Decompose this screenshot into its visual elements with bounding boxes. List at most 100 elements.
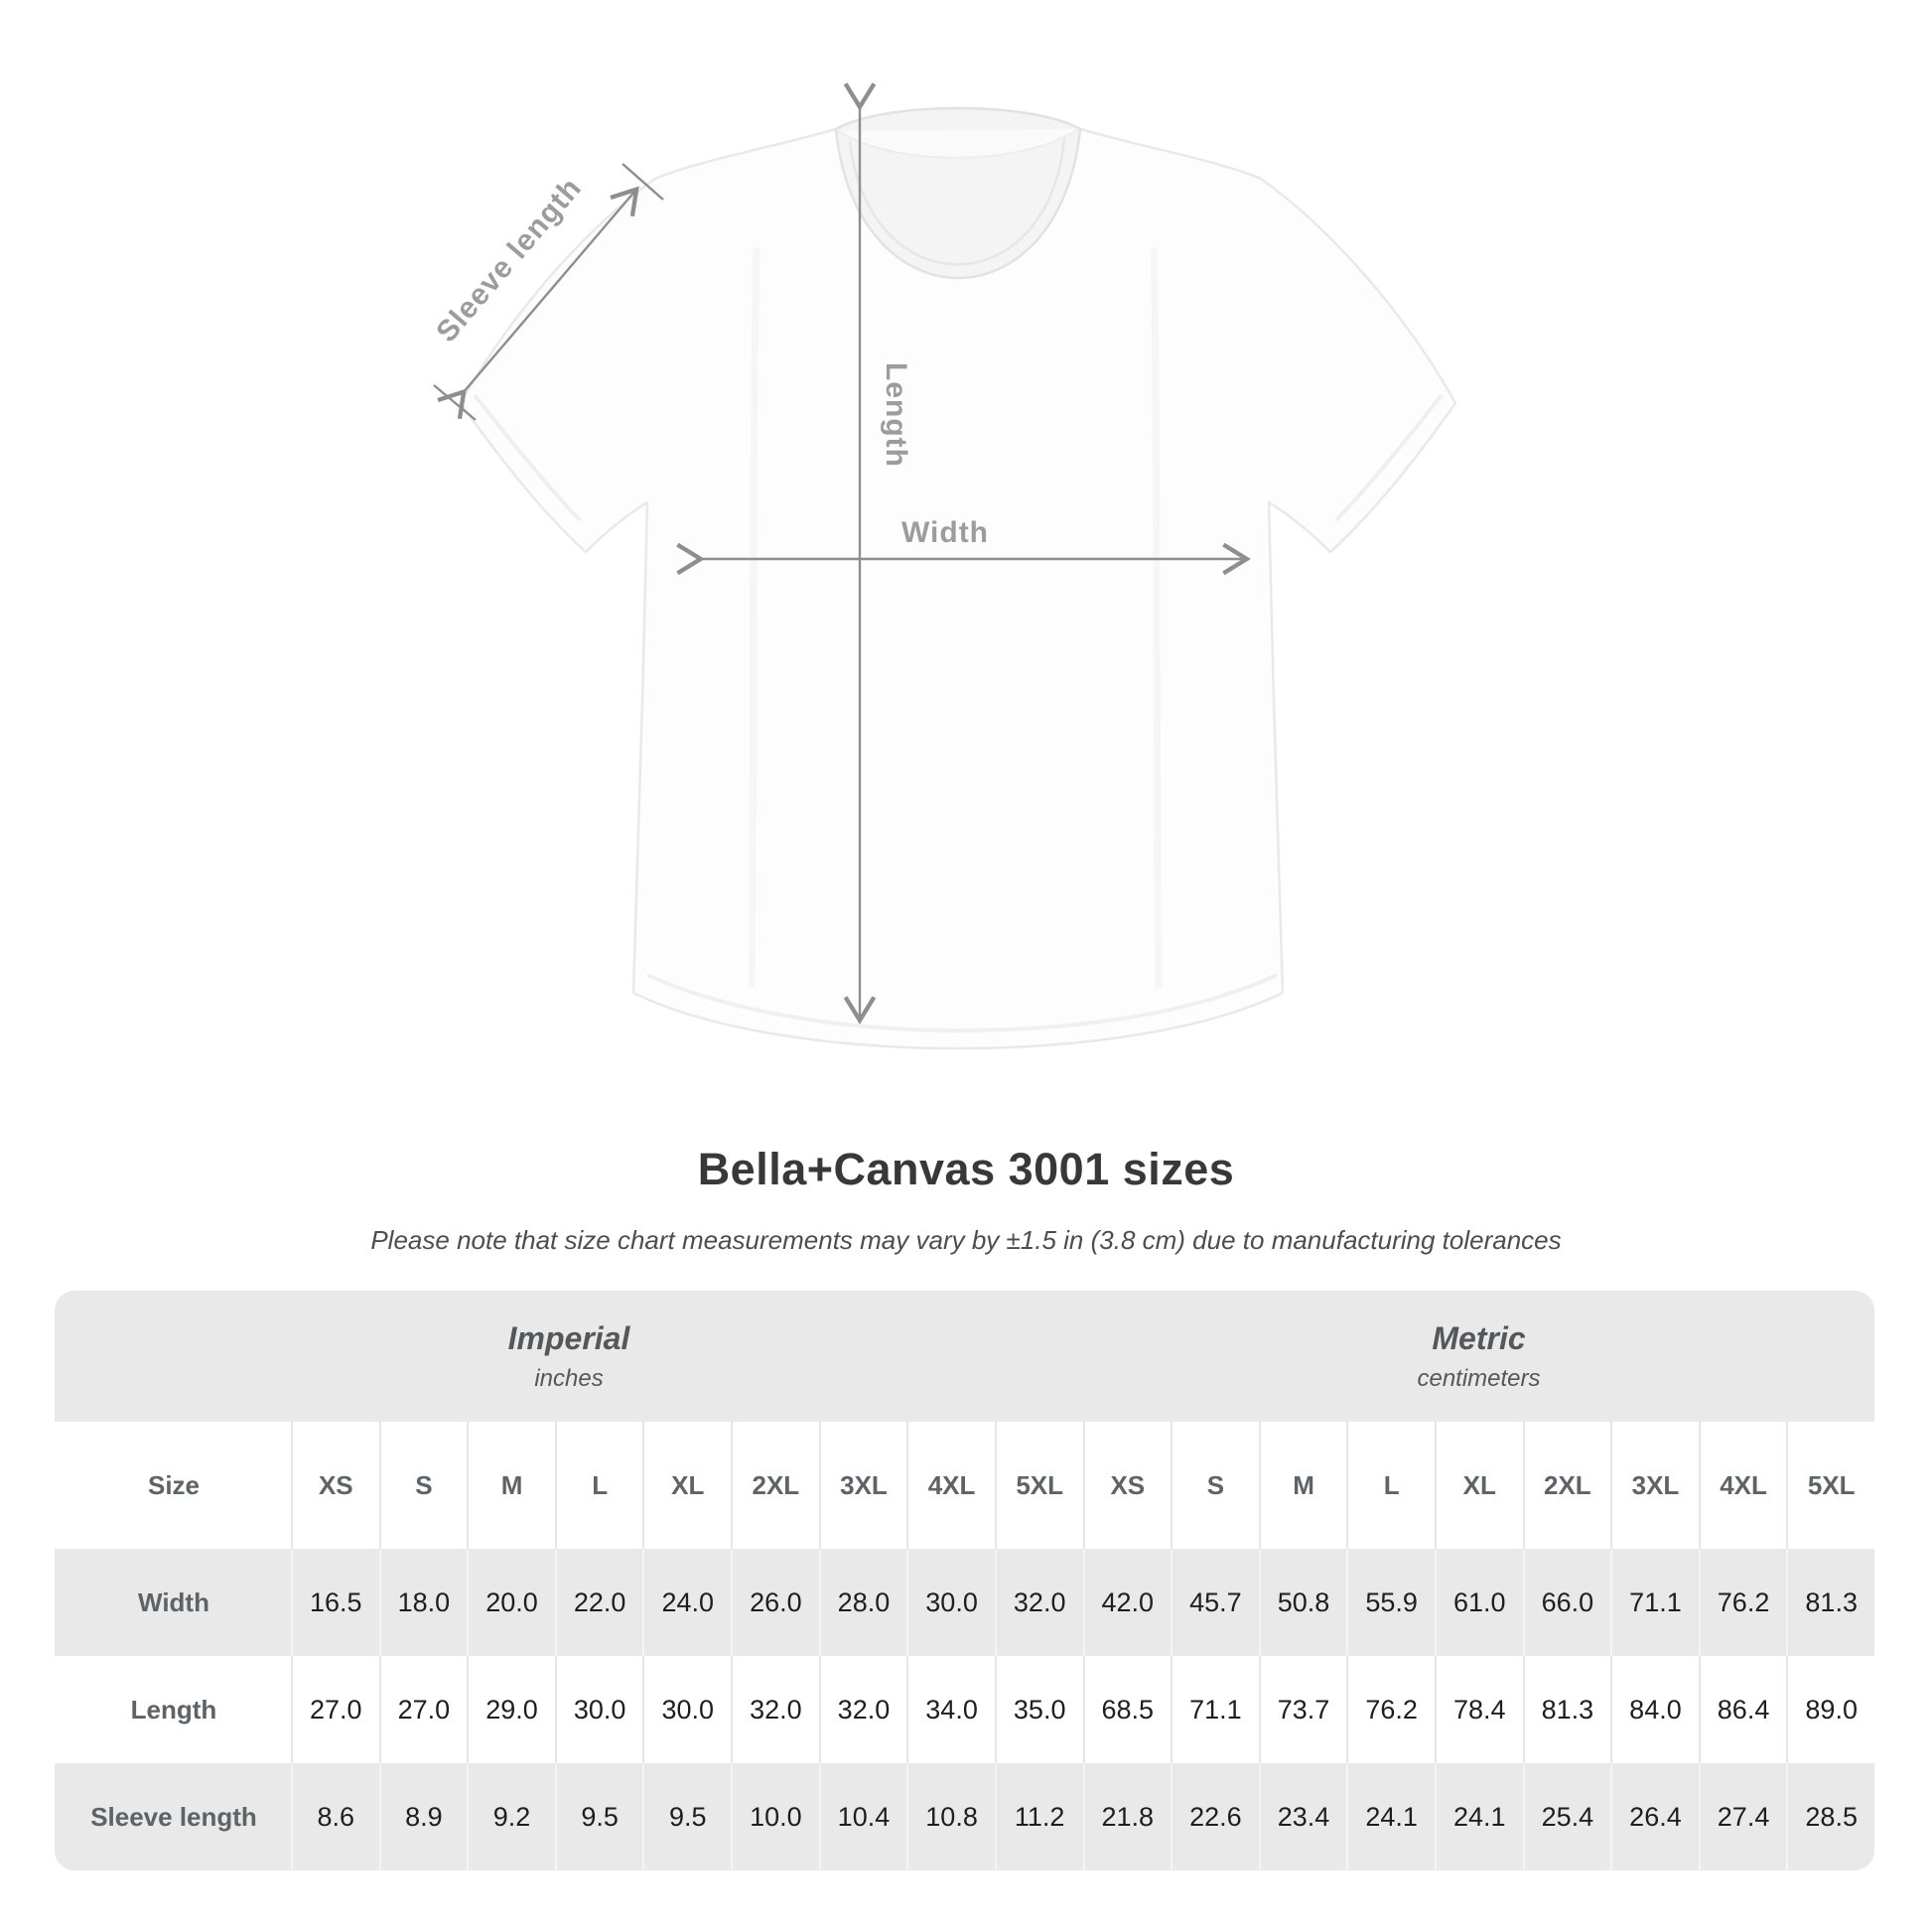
- value-cell: 18.0: [378, 1549, 468, 1656]
- value-cell: 8.9: [378, 1763, 468, 1870]
- value-cell: 16.5: [291, 1549, 379, 1656]
- size-header-cell: 5XL: [1786, 1422, 1874, 1549]
- size-header-cell: M: [1258, 1422, 1347, 1549]
- value-cell: 27.0: [378, 1656, 468, 1763]
- sleeve-length-arrow: [437, 186, 639, 420]
- width-label: Width: [901, 516, 989, 549]
- metric-label: Metric: [1432, 1319, 1526, 1356]
- value-cell: 10.8: [906, 1763, 995, 1870]
- tshirt-collar: [834, 106, 1082, 280]
- size-header-cell: XS: [291, 1422, 379, 1549]
- table-row-sleeve-length: Sleeve length 8.6 8.9 9.2 9.5 9.5 10.0 1…: [55, 1763, 1874, 1870]
- value-cell: 8.6: [291, 1763, 379, 1870]
- size-header-row: Size XS S M L XL 2XL 3XL 4XL 5XL XS S M …: [55, 1422, 1874, 1549]
- value-cell: 86.4: [1698, 1656, 1787, 1763]
- value-cell: 10.4: [818, 1763, 907, 1870]
- value-cell: 25.4: [1522, 1763, 1611, 1870]
- value-cell: 30.0: [642, 1656, 731, 1763]
- row-label: Length: [130, 1694, 217, 1725]
- size-header-cell: L: [554, 1422, 643, 1549]
- size-header-cell: 2XL: [1522, 1422, 1611, 1549]
- size-header-cell: 4XL: [1698, 1422, 1787, 1549]
- size-header-cell: S: [1171, 1422, 1259, 1549]
- sleeve-length-tick-top: [621, 163, 664, 201]
- row-label: Width: [138, 1587, 209, 1617]
- value-cell: 68.5: [1082, 1656, 1172, 1763]
- value-cell: 30.0: [906, 1549, 995, 1656]
- value-cell: 61.0: [1434, 1549, 1523, 1656]
- value-cell: 34.0: [906, 1656, 995, 1763]
- value-cell: 27.0: [291, 1656, 379, 1763]
- size-header-cell: M: [467, 1422, 555, 1549]
- size-header-cell: L: [1346, 1422, 1435, 1549]
- size-header-cell: XL: [1434, 1422, 1523, 1549]
- value-cell: 81.3: [1522, 1656, 1611, 1763]
- value-cell: 10.0: [731, 1763, 819, 1870]
- tshirt-diagram: Sleeve length Length Width: [430, 82, 1457, 1050]
- size-header-cell: XL: [642, 1422, 731, 1549]
- value-cell: 76.2: [1698, 1549, 1787, 1656]
- value-cell: 27.4: [1698, 1763, 1787, 1870]
- value-cell: 24.1: [1346, 1763, 1435, 1870]
- value-cell: 22.0: [554, 1549, 643, 1656]
- value-cell: 9.2: [467, 1763, 555, 1870]
- size-header-cell: S: [378, 1422, 468, 1549]
- value-cell: 28.0: [818, 1549, 907, 1656]
- size-header-cell: 2XL: [731, 1422, 819, 1549]
- value-cell: 26.0: [731, 1549, 819, 1656]
- value-cell: 9.5: [554, 1763, 643, 1870]
- value-cell: 45.7: [1171, 1549, 1259, 1656]
- value-cell: 73.7: [1258, 1656, 1347, 1763]
- size-header-cell: 3XL: [818, 1422, 907, 1549]
- tshirt-outline: [459, 106, 1457, 1050]
- value-cell: 71.1: [1610, 1549, 1699, 1656]
- measurement-arrows: [433, 82, 1251, 1025]
- value-cell: 55.9: [1346, 1549, 1435, 1656]
- unit-group-metric: Metric centimeters: [1083, 1291, 1874, 1422]
- size-header-cell: 5XL: [994, 1422, 1083, 1549]
- size-column-header: Size: [147, 1469, 201, 1500]
- value-cell: 24.0: [642, 1549, 731, 1656]
- size-header-cell: 4XL: [906, 1422, 995, 1549]
- table-row-length: Length 27.0 27.0 29.0 30.0 30.0 32.0 32.…: [55, 1656, 1874, 1763]
- value-cell: 30.0: [554, 1656, 643, 1763]
- value-cell: 42.0: [1082, 1549, 1172, 1656]
- imperial-unit-label: inches: [534, 1364, 604, 1392]
- size-header-cell: XS: [1082, 1422, 1172, 1549]
- value-cell: 76.2: [1346, 1656, 1435, 1763]
- value-cell: 50.8: [1258, 1549, 1347, 1656]
- row-label: Sleeve length: [90, 1801, 257, 1832]
- value-cell: 89.0: [1786, 1656, 1874, 1763]
- imperial-label: Imperial: [507, 1319, 630, 1356]
- value-cell: 32.0: [994, 1549, 1083, 1656]
- value-cell: 23.4: [1258, 1763, 1347, 1870]
- page-subtitle: Please note that size chart measurements…: [370, 1225, 1562, 1255]
- value-cell: 24.1: [1434, 1763, 1523, 1870]
- value-cell: 32.0: [818, 1656, 907, 1763]
- unit-group-imperial: Imperial inches: [55, 1291, 1083, 1422]
- value-cell: 22.6: [1171, 1763, 1259, 1870]
- sleeve-length-tick-bottom: [433, 384, 477, 421]
- value-cell: 28.5: [1786, 1763, 1874, 1870]
- table-row-width: Width 16.5 18.0 20.0 22.0 24.0 26.0 28.0…: [55, 1549, 1874, 1656]
- value-cell: 20.0: [467, 1549, 555, 1656]
- size-header-cell: 3XL: [1610, 1422, 1699, 1549]
- metric-unit-label: centimeters: [1417, 1364, 1541, 1392]
- value-cell: 66.0: [1522, 1549, 1611, 1656]
- value-cell: 9.5: [642, 1763, 731, 1870]
- value-cell: 26.4: [1610, 1763, 1699, 1870]
- size-table: Imperial inches Metric centimeters Size …: [55, 1291, 1874, 1870]
- value-cell: 78.4: [1434, 1656, 1523, 1763]
- value-cell: 21.8: [1082, 1763, 1172, 1870]
- value-cell: 29.0: [467, 1656, 555, 1763]
- value-cell: 81.3: [1786, 1549, 1874, 1656]
- heading: Bella+Canvas 3001 sizes Please note that…: [0, 1144, 1932, 1256]
- value-cell: 84.0: [1610, 1656, 1699, 1763]
- value-cell: 71.1: [1171, 1656, 1259, 1763]
- unit-header: Imperial inches Metric centimeters: [55, 1291, 1874, 1422]
- page-title: Bella+Canvas 3001 sizes: [697, 1144, 1235, 1194]
- value-cell: 11.2: [994, 1763, 1083, 1870]
- value-cell: 32.0: [731, 1656, 819, 1763]
- length-label: Length: [880, 362, 912, 468]
